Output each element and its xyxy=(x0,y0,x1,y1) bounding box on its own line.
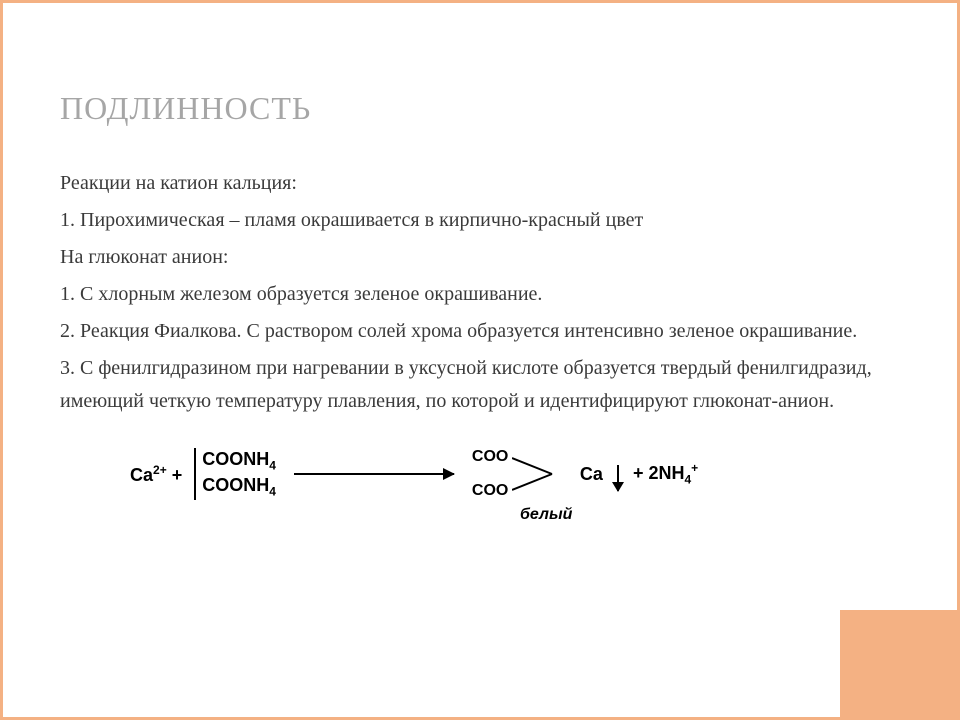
eq-sup: + xyxy=(691,461,698,475)
eq-plus: + xyxy=(172,465,183,485)
eq-row: COONH4 xyxy=(202,448,276,474)
slide-content: ПОДЛИННОСТЬ Реакции на катион кальция: 1… xyxy=(0,0,960,564)
eq-product: COO COO Ca xyxy=(472,450,603,498)
eq-product-label: белый xyxy=(60,506,900,524)
eq-row: COONH4 xyxy=(202,474,276,500)
corner-accent xyxy=(840,610,960,720)
paragraph: 1. Пирохимическая – пламя окрашивается в… xyxy=(60,204,900,237)
eq-reagent: COONH4 COONH4 xyxy=(194,448,276,500)
precipitate-arrow-icon xyxy=(617,465,619,491)
paragraph: На глюконат анион: xyxy=(60,241,900,274)
eq-text: COO xyxy=(472,448,508,466)
chemical-equation: Ca2+ + COONH4 COONH4 COO COO Ca + 2NH4+ xyxy=(60,448,900,500)
eq-text: COONH xyxy=(202,449,269,469)
paragraph: 3. С фенилгидразином при нагревании в ук… xyxy=(60,352,900,418)
angle-bracket-icon xyxy=(512,450,562,498)
eq-tail: + 2NH4+ xyxy=(633,461,698,487)
reaction-arrow-icon xyxy=(294,473,454,475)
paragraph: 2. Реакция Фиалкова. С раствором солей х… xyxy=(60,315,900,348)
paragraph: Реакции на катион кальция: xyxy=(60,167,900,200)
eq-reactant-cation: Ca2+ + xyxy=(130,463,182,486)
eq-sub: 4 xyxy=(684,473,691,487)
eq-text: COONH xyxy=(202,475,269,495)
eq-sub: 4 xyxy=(269,485,276,499)
eq-sup: 2+ xyxy=(153,463,167,477)
eq-text: Ca xyxy=(130,465,153,485)
paragraph: 1. С хлорным железом образуется зеленое … xyxy=(60,278,900,311)
eq-text: Ca xyxy=(580,464,603,485)
eq-sub: 4 xyxy=(269,459,276,473)
eq-text: COO xyxy=(472,482,508,500)
slide-body: Реакции на катион кальция: 1. Пирохимиче… xyxy=(60,167,900,418)
eq-text: + 2NH xyxy=(633,463,685,483)
slide-title: ПОДЛИННОСТЬ xyxy=(60,90,900,127)
eq-product-bracket: COO COO xyxy=(472,450,532,498)
